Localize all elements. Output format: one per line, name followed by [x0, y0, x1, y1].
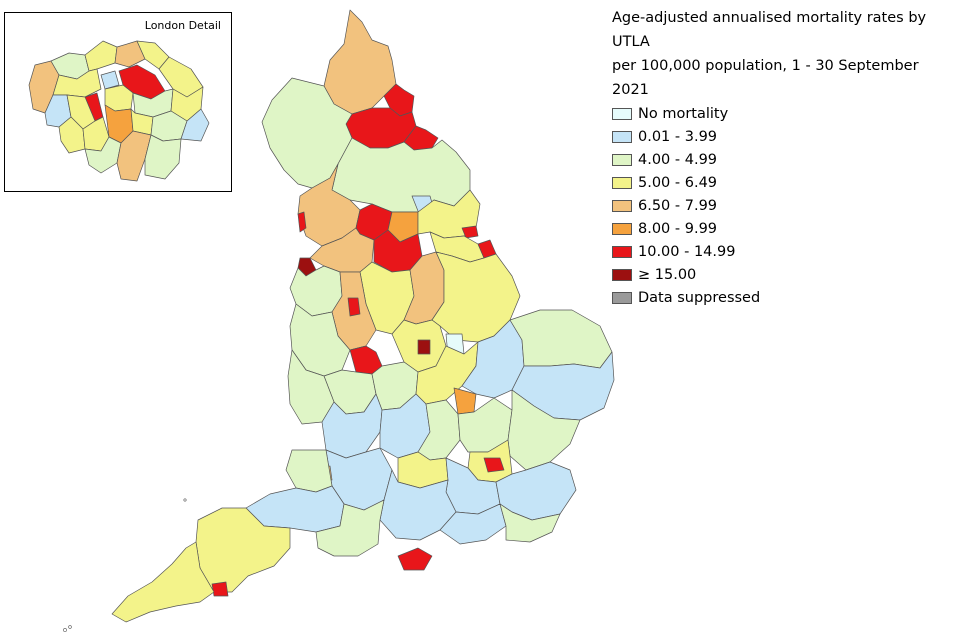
- region-plymouth: [211, 581, 229, 597]
- london-bexley: [180, 108, 210, 142]
- legend-item: 6.50 - 7.99: [612, 194, 952, 217]
- legend-label: ≥ 15.00: [638, 266, 697, 283]
- london-camden: [100, 70, 120, 90]
- legend-label: No mortality: [638, 105, 729, 122]
- inset-title: London Detail: [144, 19, 221, 32]
- region-isle-of-wight: [397, 547, 433, 571]
- legend-item: 0.01 - 3.99: [612, 125, 952, 148]
- legend-item: Data suppressed: [612, 286, 952, 309]
- legend-item: 8.00 - 9.99: [612, 217, 952, 240]
- legend-label: 0.01 - 3.99: [638, 128, 718, 145]
- region-east-sussex: [499, 503, 561, 543]
- region-london-core: [483, 457, 505, 473]
- legend-swatch: [612, 199, 632, 212]
- legend-label: 6.50 - 7.99: [638, 197, 718, 214]
- legend-label: 5.00 - 6.49: [638, 174, 718, 191]
- region-cornwall: [111, 541, 215, 623]
- region-norfolk: [509, 309, 613, 369]
- legend-swatch: [612, 130, 632, 143]
- isles-of-scilly-2: [68, 625, 72, 629]
- legend-item: No mortality: [612, 102, 952, 125]
- isles-of-scilly: [63, 628, 67, 632]
- region-north-yorkshire: [331, 137, 471, 213]
- legend-swatch: [612, 222, 632, 235]
- legend-swatch: [612, 176, 632, 189]
- legend-swatch: [612, 291, 632, 304]
- london-inset-map: [28, 40, 210, 182]
- legend-swatch: [612, 107, 632, 120]
- london-north-1: [84, 40, 118, 72]
- legend-item: 4.00 - 4.99: [612, 148, 952, 171]
- region-leicester: [417, 339, 431, 355]
- legend-items: No mortality 0.01 - 3.99 4.00 - 4.99 5.00 -…: [612, 102, 952, 309]
- legend-label: 10.00 - 14.99: [638, 243, 736, 260]
- region-northumberland: [323, 9, 397, 115]
- region-stoke: [347, 297, 361, 317]
- legend-swatch: [612, 153, 632, 166]
- legend-swatch: [612, 268, 632, 281]
- legend-title-line1: Age-adjusted annualised mortality rates …: [612, 10, 927, 50]
- region-hampshire: [379, 469, 457, 541]
- lundy-island: [183, 498, 187, 502]
- legend-item: 5.00 - 6.49: [612, 171, 952, 194]
- map-legend: Age-adjusted annualised mortality rates …: [612, 6, 952, 309]
- region-hull: [461, 225, 479, 239]
- region-somerset-north: [285, 449, 333, 493]
- legend-title-line2: per 100,000 population, 1 - 30 September…: [612, 58, 919, 98]
- region-blackpool: [297, 211, 307, 233]
- legend-swatch: [612, 245, 632, 258]
- london-inset: London Detail: [4, 12, 232, 192]
- london-croydon: [116, 130, 152, 182]
- london-north-east: [136, 40, 170, 70]
- london-north-2: [114, 40, 146, 68]
- london-bromley: [144, 134, 182, 180]
- region-dorset: [315, 499, 385, 557]
- legend-item: ≥ 15.00: [612, 263, 952, 286]
- legend-item: 10.00 - 14.99: [612, 240, 952, 263]
- legend-label: 4.00 - 4.99: [638, 151, 718, 168]
- legend-label: 8.00 - 9.99: [638, 220, 718, 237]
- legend-label: Data suppressed: [638, 289, 761, 306]
